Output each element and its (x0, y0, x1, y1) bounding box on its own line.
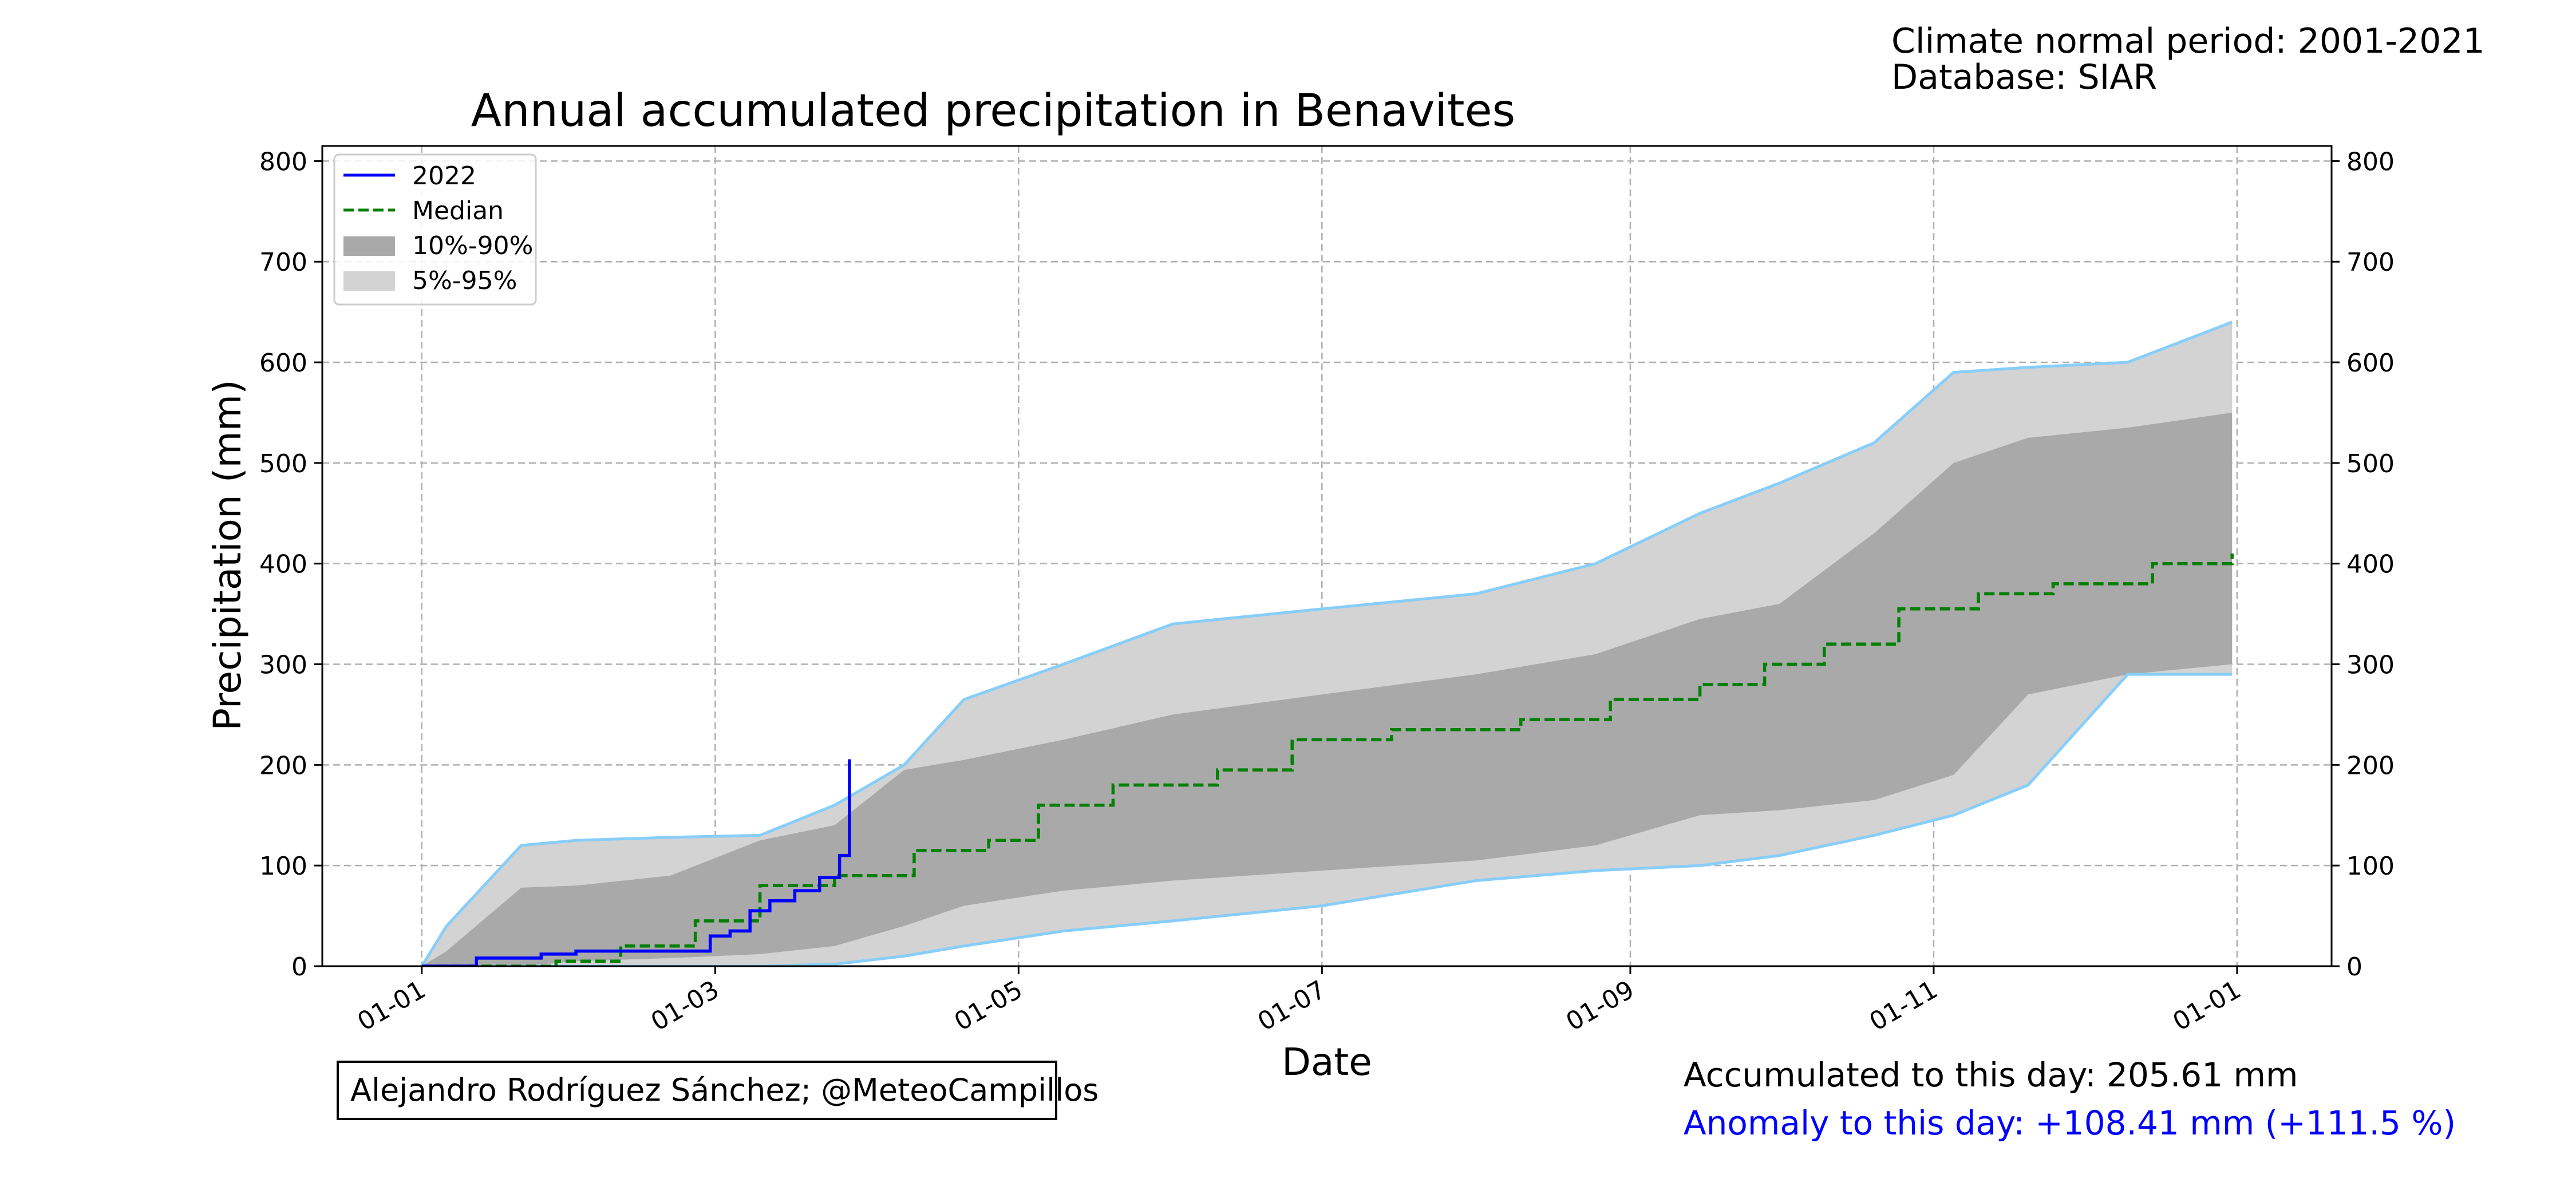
y-tick-label-left: 500 (259, 449, 307, 479)
x-tick-label: 01-03 (646, 975, 724, 1037)
y-tick-label-right: 300 (2346, 651, 2395, 680)
author-credit: Alejandro Rodríguez Sánchez; @MeteoCampi… (350, 1072, 1099, 1108)
plot-frame (321, 145, 2333, 967)
y-tick-label-left: 800 (259, 147, 307, 176)
chart-title: Annual accumulated precipitation in Bena… (471, 85, 1516, 137)
legend-label-2022: 2022 (412, 161, 476, 191)
y-tick-label-right: 500 (2346, 449, 2395, 479)
legend-swatch-band-10-90 (343, 236, 395, 256)
author-box: Alejandro Rodríguez Sánchez; @MeteoCampi… (337, 1061, 1099, 1120)
band-10-90 (421, 412, 2233, 966)
x-tick-label: 01-09 (1561, 975, 1639, 1037)
database-label: Database: SIAR (1891, 57, 2157, 97)
legend-label-band-5-95: 5%-95% (412, 266, 517, 295)
y-tick-label-right: 0 (2346, 952, 2362, 982)
x-tick-label: 01-01 (353, 975, 430, 1037)
y-tick-label-left: 200 (259, 751, 307, 780)
y-tick-label-right: 200 (2346, 751, 2395, 780)
x-tick-label: 01-11 (1864, 975, 1942, 1037)
y-tick-label-right: 400 (2346, 550, 2395, 579)
x-tick-label: 01-01 (2168, 975, 2246, 1037)
plot-series (420, 321, 2234, 966)
normal-period-label: Climate normal period: 2001-2021 (1891, 21, 2485, 61)
x-tick-label: 01-07 (1253, 975, 1331, 1037)
y-tick-label-left: 0 (291, 952, 307, 982)
y-tick-label-right: 700 (2346, 248, 2395, 277)
anomaly-to-date: Anomaly to this day: +108.41 mm (+111.5 … (1684, 1104, 2456, 1142)
y-tick-label-right: 800 (2346, 147, 2395, 176)
y-tick-label-right: 100 (2346, 852, 2395, 881)
legend-box (333, 153, 537, 306)
x-tick-label: 01-05 (950, 975, 1028, 1037)
y-tick-label-left: 100 (259, 852, 307, 881)
legend: 2022 Median 10%-90% 5%-95% (333, 153, 537, 306)
accumulated-to-date: Accumulated to this day: 205.61 mm (1684, 1055, 2298, 1094)
author-box-frame (337, 1061, 1057, 1120)
series-median-line (421, 553, 2234, 966)
y-tick-label-left: 400 (259, 550, 307, 579)
past-year-trace (421, 673, 2233, 966)
past-year-trace (420, 321, 2233, 966)
legend-label-band-10-90: 10%-90% (412, 231, 533, 260)
y-tick-label-left: 700 (259, 248, 307, 277)
series-2022-line (421, 759, 851, 966)
y-tick-label-left: 300 (259, 651, 307, 680)
legend-label-median: Median (412, 196, 504, 226)
y-tick-label-left: 600 (259, 349, 307, 378)
y-axis-label: Precipitation (mm) (206, 379, 250, 731)
legend-swatch-band-5-95 (343, 271, 395, 291)
y-tick-label-right: 600 (2346, 349, 2395, 378)
x-axis-label: Date (1282, 1040, 1372, 1084)
